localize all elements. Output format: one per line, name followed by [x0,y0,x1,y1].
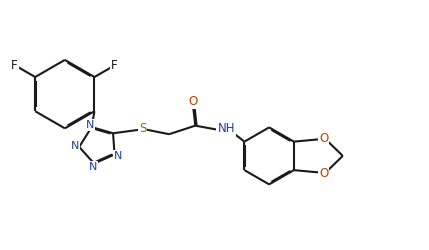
Text: O: O [188,95,197,108]
Text: F: F [11,59,18,72]
Text: O: O [319,132,328,145]
Text: O: O [319,167,328,180]
Text: N: N [71,141,79,151]
Text: NH: NH [218,122,235,136]
Text: N: N [114,151,123,161]
Text: F: F [111,59,118,72]
Text: S: S [139,122,146,135]
Text: N: N [89,162,97,172]
Text: N: N [85,120,94,130]
